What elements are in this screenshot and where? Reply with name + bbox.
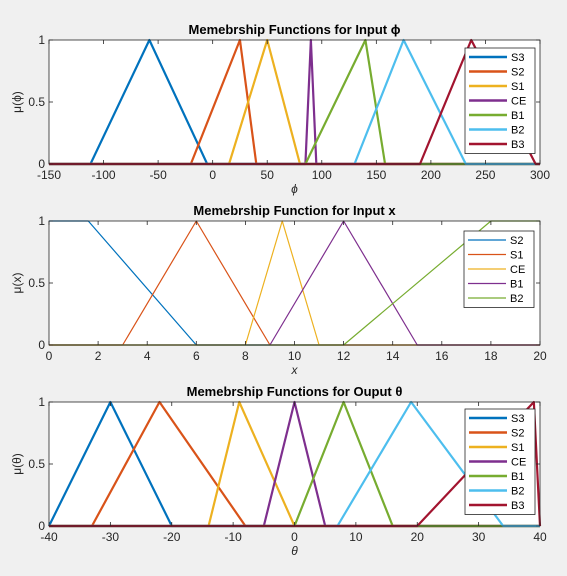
x-tick-label: 300 [530,168,550,182]
legend-label: CE [511,96,526,108]
legend-label: B2 [511,486,524,498]
x-tick-label: 0 [209,168,216,182]
legend-label: S1 [511,442,524,454]
y-tick-label: 1 [38,395,45,409]
x-tick-label: 0 [291,530,298,544]
y-tick-label: 0 [38,519,45,533]
chart-title: Memebrship Functions for Input ϕ [189,22,401,37]
legend-label: B1 [510,279,523,291]
x-tick-label: -30 [102,530,120,544]
x-tick-label: 0 [46,349,53,363]
legend-label: S1 [511,81,524,93]
x-tick-label: 40 [533,530,547,544]
y-tick-label: 0 [38,338,45,352]
legend-label: B3 [511,139,524,151]
x-tick-label: 10 [288,349,302,363]
y-tick-label: 0.5 [28,276,45,290]
x-tick-label: -100 [92,168,116,182]
x-tick-label: 20 [533,349,547,363]
legend-label: B1 [511,110,524,122]
y-axis-label: μ(θ) [10,453,24,475]
y-tick-label: 0 [38,157,45,171]
chart-3: -40 -30 -20 -10 0 10 20 30 40 0 0.5 1 Memebrship Fun… [10,384,547,558]
x-tick-label: 200 [421,168,441,182]
y-axis-label: μ(x) [10,273,24,294]
legend-label: S2 [511,67,524,79]
chart-1: -150 -100 -50 0 50 100 150 200 250 300 0 0.5 1 Memebr… [10,22,550,196]
legend-label: S3 [511,52,524,64]
legend: S3 S2 S1 CE B1 B2 B3 [464,47,536,154]
legend-label: S2 [511,428,524,440]
legend-label: S1 [510,250,523,262]
x-axis-label: θ [291,544,298,558]
y-tick-label: 0.5 [28,457,45,471]
legend: S2 S1 CE B1 B2 [463,230,535,308]
x-tick-label: 250 [475,168,495,182]
x-tick-label: 12 [337,349,351,363]
chart-title: Memebrship Functions for Ouput θ [187,384,403,399]
y-tick-label: 1 [38,33,45,47]
x-axis-label: ϕ [291,182,298,196]
x-tick-label: 6 [193,349,200,363]
x-tick-label: -150 [37,168,61,182]
legend-label: S3 [511,413,524,425]
x-tick-label: -40 [40,530,58,544]
legend-label: S2 [510,235,523,247]
x-tick-label: 150 [366,168,386,182]
y-tick-label: 1 [38,214,45,228]
chart-title: Memebrship Function for Input x [193,203,396,218]
legend-label: B2 [510,293,523,305]
legend-label: B3 [511,500,524,512]
legend-label: B2 [511,125,524,137]
plot-area [49,221,540,345]
x-axis-label: x [291,363,299,377]
legend-label: CE [510,264,525,276]
legend-label: B1 [511,471,524,483]
x-tick-label: 16 [435,349,449,363]
x-tick-label: 30 [472,530,486,544]
x-tick-label: 8 [242,349,249,363]
y-tick-label: 0.5 [28,95,45,109]
chart-2: 0 2 4 6 8 10 12 14 16 18 20 0 0.5 1 Memebrship Functio… [10,203,547,377]
x-tick-label: 4 [144,349,151,363]
x-tick-label: 20 [411,530,425,544]
x-tick-label: 10 [349,530,363,544]
x-tick-label: -20 [163,530,181,544]
x-tick-label: 2 [95,349,102,363]
legend: S3 S2 S1 CE B1 B2 B3 [464,408,536,515]
x-tick-label: -50 [149,168,167,182]
x-tick-label: -10 [224,530,242,544]
legend-label: CE [511,457,526,469]
x-tick-label: 14 [386,349,400,363]
x-tick-label: 50 [261,168,275,182]
x-tick-label: 100 [312,168,332,182]
y-axis-label: μ(ϕ) [10,91,24,113]
x-tick-label: 18 [484,349,498,363]
